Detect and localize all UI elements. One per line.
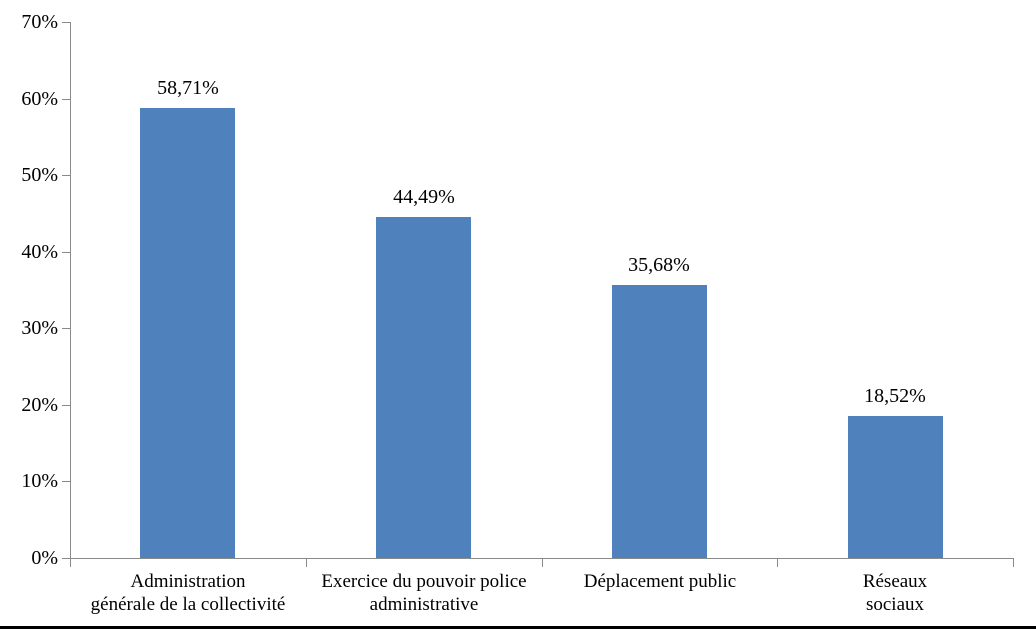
y-tick-label: 30%	[21, 317, 58, 339]
y-tick	[62, 328, 70, 329]
y-tick-label: 20%	[21, 394, 58, 416]
x-tick	[777, 558, 778, 567]
y-tick	[62, 405, 70, 406]
y-tick-label: 50%	[21, 164, 58, 186]
y-tick-label: 70%	[21, 11, 58, 33]
bar-value-label: 58,71%	[157, 77, 219, 99]
y-tick	[62, 175, 70, 176]
bar-value-label: 44,49%	[393, 186, 455, 208]
bar-value-label: 35,68%	[628, 254, 690, 276]
category-label: Exercice du pouvoir police administrativ…	[321, 571, 527, 615]
x-tick	[70, 558, 71, 567]
y-tick-label: 0%	[31, 547, 58, 569]
y-axis-line	[70, 22, 71, 558]
bar	[140, 108, 235, 558]
bar-value-label: 18,52%	[864, 385, 926, 407]
y-tick	[62, 252, 70, 253]
x-tick	[1013, 558, 1014, 567]
x-tick	[306, 558, 307, 567]
y-tick	[62, 99, 70, 100]
y-tick-label: 10%	[21, 470, 58, 492]
bar	[848, 416, 943, 558]
y-tick-label: 60%	[21, 88, 58, 110]
y-tick-label: 40%	[21, 241, 58, 263]
bar	[376, 217, 471, 558]
bar	[612, 285, 707, 558]
category-label: Déplacement public	[583, 571, 737, 592]
x-tick	[542, 558, 543, 567]
y-tick	[62, 22, 70, 23]
y-tick	[62, 558, 70, 559]
category-label: Administration générale de la collectivi…	[90, 571, 286, 615]
y-tick	[62, 481, 70, 482]
bottom-border-line	[0, 626, 1036, 629]
category-label: Réseaux sociaux	[862, 571, 928, 615]
